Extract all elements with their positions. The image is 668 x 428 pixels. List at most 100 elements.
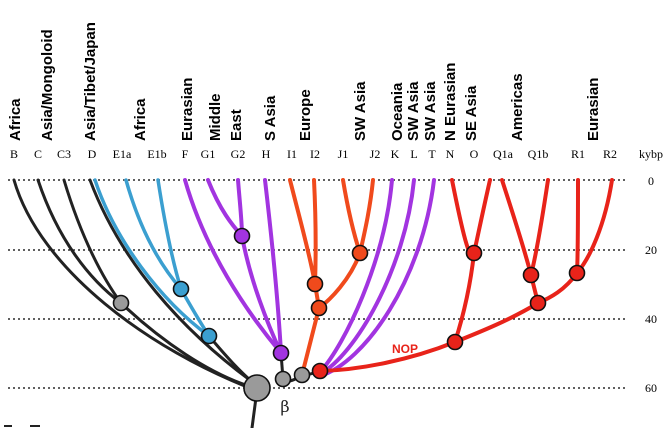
branch-C3 <box>62 178 123 305</box>
black-lineages <box>12 178 260 428</box>
branch-O <box>472 178 492 255</box>
node-R <box>568 264 586 282</box>
haplogroup-label-N: N <box>446 147 455 161</box>
branch-J2 <box>358 178 375 255</box>
haplogroup-label-I2: I2 <box>310 147 320 161</box>
haplogroup-label-L: L <box>410 147 417 161</box>
node-F <box>272 344 290 362</box>
nodes <box>112 227 586 402</box>
node-P <box>529 294 547 312</box>
haplogroup-label-Q1a: Q1a <box>493 147 514 161</box>
branch-J1 <box>341 178 362 255</box>
branch-H <box>263 178 283 355</box>
haplogroup-label-I1: I1 <box>287 147 297 161</box>
region-label-africa-1: Africa <box>7 98 24 141</box>
region-label-asia-mongoloid: Asia/Mongoloid <box>39 29 56 141</box>
branch-I2 <box>312 178 318 286</box>
region-label-americas: Americas <box>509 73 526 141</box>
branch-E1b-2 <box>156 178 183 291</box>
haplogroup-label-E1b: E1b <box>147 147 166 161</box>
region-label-europe: Europe <box>297 89 314 141</box>
haplogroup-label-B: B <box>10 147 18 161</box>
time-axis-unit: kybp <box>639 147 663 161</box>
region-label-sw-asia-1: SW Asia <box>352 81 369 141</box>
node-G <box>233 227 251 245</box>
region-label-east: East <box>228 109 245 141</box>
time-tick-40: 40 <box>645 312 657 326</box>
haplogroup-label-G1: G1 <box>201 147 216 161</box>
haplogroup-labels: B C C3 D E1a E1b F G1 G2 H I1 I2 J1 J2 K… <box>10 147 617 161</box>
haplogroup-label-C: C <box>34 147 42 161</box>
branch-K <box>318 178 394 374</box>
branch-J-stem <box>317 251 362 310</box>
branch-E1a <box>93 178 211 338</box>
branch-E1b-1 <box>124 178 183 291</box>
region-label-sw-asia-2: SW Asia <box>405 81 422 141</box>
purple-lineages <box>183 178 436 378</box>
branch-C-stem <box>119 301 257 390</box>
region-label-sw-asia-3: SW Asia <box>422 81 439 141</box>
branch-R2 <box>575 178 614 275</box>
time-tick-60: 60 <box>645 381 657 395</box>
time-tick-0: 0 <box>648 174 654 188</box>
branch-Q1b <box>529 178 550 277</box>
time-tick-20: 20 <box>645 243 657 257</box>
node-K <box>311 362 329 380</box>
haplogroup-label-R2: R2 <box>603 147 617 161</box>
haplogroup-label-C3: C3 <box>57 147 71 161</box>
node-NOP <box>446 333 464 351</box>
region-label-s-asia: S Asia <box>262 95 279 141</box>
haplogroup-label-G2: G2 <box>231 147 246 161</box>
haplogroup-label-J2: J2 <box>370 147 381 161</box>
branch-P-stem <box>453 301 540 344</box>
region-label-africa-2: Africa <box>132 98 149 141</box>
branch-T <box>318 178 436 378</box>
node-CF <box>274 370 292 388</box>
branch-I1 <box>288 178 317 286</box>
branch-G-stem <box>240 234 283 355</box>
haplogroup-label-O: O <box>470 147 479 161</box>
region-label-oceania: Oceania <box>389 82 406 141</box>
region-label-se-asia: SE Asia <box>463 85 480 141</box>
node-E <box>200 327 218 345</box>
node-E1b <box>172 280 190 298</box>
node-root <box>243 374 271 402</box>
branch-L <box>318 178 416 376</box>
blue-lineages <box>93 178 211 338</box>
node-IJK <box>293 366 311 384</box>
branch-F <box>183 178 283 355</box>
node-NO <box>465 244 483 262</box>
haplogroup-label-Q1b: Q1b <box>528 147 549 161</box>
branch-Q1a <box>500 178 533 277</box>
region-label-n-eurasian: N Eurasian <box>442 63 459 141</box>
haplogroup-label-J1: J1 <box>338 147 349 161</box>
branch-N <box>450 178 476 258</box>
haplogroup-label-T: T <box>428 147 436 161</box>
haplogroup-label-D: D <box>88 147 97 161</box>
node-I <box>306 275 324 293</box>
root-beta-label: β <box>280 397 289 416</box>
branch-NO-stem <box>453 251 476 344</box>
branch-C <box>36 178 123 305</box>
time-axis: kybp 0 20 40 60 <box>639 147 663 395</box>
region-label-eurasian-2: Eurasian <box>585 78 602 141</box>
branch-G2 <box>236 178 244 238</box>
region-labels: Africa Asia/Mongoloid Asia/Tibet/Japan A… <box>7 22 602 141</box>
node-Q <box>522 266 540 284</box>
branch-NOP-stem <box>318 340 457 373</box>
node-C <box>112 294 130 312</box>
node-IJ <box>310 299 328 317</box>
haplogroup-label-H: H <box>262 147 271 161</box>
haplogroup-label-E1a: E1a <box>113 147 132 161</box>
haplogroup-label-F: F <box>182 147 189 161</box>
region-label-eurasian-1: Eurasian <box>179 78 196 141</box>
region-label-middle: Middle <box>207 94 224 142</box>
region-label-asia-tibet-japan: Asia/Tibet/Japan <box>82 22 99 141</box>
haplogroup-label-R1: R1 <box>571 147 585 161</box>
haplogroup-label-K: K <box>391 147 400 161</box>
branch-D <box>88 178 260 388</box>
branch-R1 <box>575 178 580 275</box>
node-J <box>351 244 369 262</box>
nop-label: NOP <box>392 342 418 356</box>
